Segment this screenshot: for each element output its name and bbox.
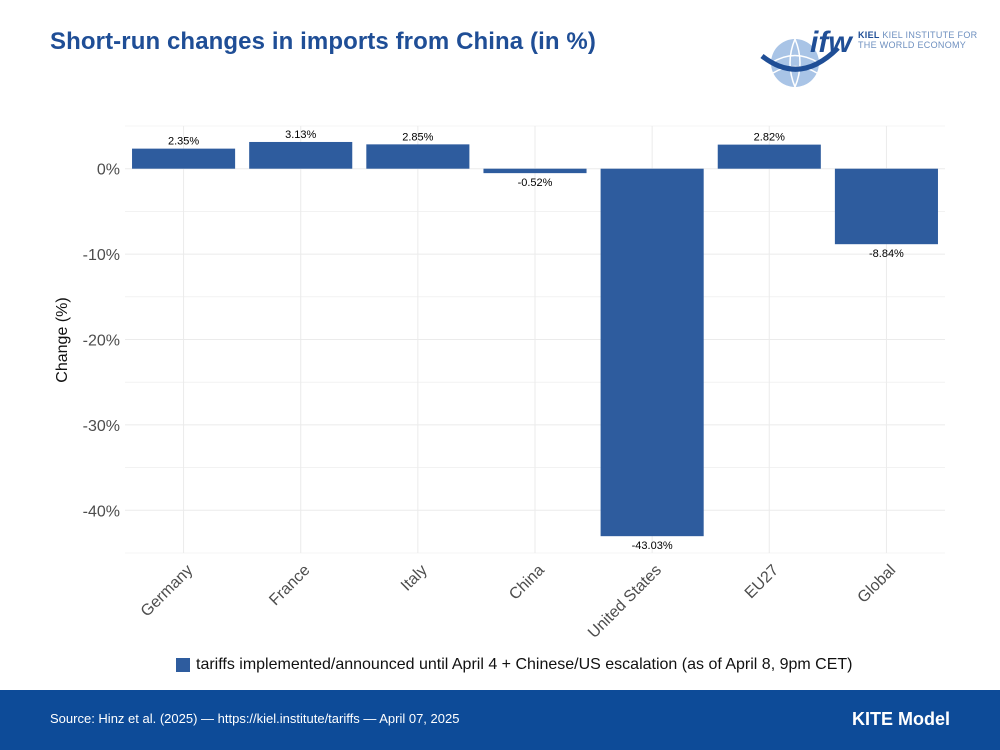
page-title: Short-run changes in imports from China … (50, 28, 596, 55)
x-tick-label: United States (585, 562, 665, 642)
y-tick-label: -10% (83, 247, 120, 264)
data-label: 2.35% (168, 136, 199, 148)
x-tick-label: Italy (398, 562, 431, 595)
y-tick-label: -30% (83, 418, 120, 435)
bar (132, 148, 236, 169)
y-tick-label: 0% (97, 162, 120, 179)
x-axis-ticks: Germany France Italy China United States EU27… (138, 562, 899, 642)
logo-text: KIEL KIEL INSTITUTE FOR THE WORLD ECONOM… (858, 30, 978, 50)
x-tick-label: China (506, 562, 548, 604)
logo-line1: KIEL INSTITUTE FOR (882, 30, 978, 40)
legend: tariffs implemented/announced until Apri… (176, 656, 852, 674)
footer-source: Source: Hinz et al. (2025) — https://kie… (50, 711, 460, 726)
x-tick-label: France (266, 562, 313, 609)
footer: Source: Hinz et al. (2025) — https://kie… (0, 690, 1000, 750)
y-tick-label: -20% (83, 333, 120, 350)
bar (366, 144, 470, 169)
bar (600, 168, 704, 537)
bar (249, 141, 353, 169)
footer-model: KITE Model (852, 709, 950, 729)
bar (483, 168, 587, 174)
logo-line2: THE WORLD ECONOMY (858, 40, 967, 50)
data-label: -8.84% (869, 248, 904, 260)
legend-swatch (176, 658, 190, 672)
y-axis-label: Change (%) (54, 297, 71, 382)
logo-mark: ifw (810, 26, 853, 59)
bar-chart: 0% -10% -20% -30% -40% 2.35% 3.13% 2.85% -0.52%… (54, 125, 945, 642)
x-tick-label: Global (855, 562, 900, 607)
y-tick-label: -40% (83, 503, 120, 520)
bars (132, 141, 938, 537)
data-label: -43.03% (632, 540, 673, 552)
kiel-institute-logo: ifw (760, 26, 853, 88)
data-label: 2.85% (402, 131, 433, 143)
bar (834, 168, 938, 245)
grid-lines (125, 125, 945, 554)
globe-icon (760, 38, 840, 88)
y-axis-ticks: 0% -10% -20% -30% -40% (83, 162, 120, 521)
x-tick-label: Germany (138, 562, 197, 621)
data-label: 3.13% (285, 129, 316, 141)
bar (717, 144, 821, 169)
x-tick-label: EU27 (742, 562, 782, 602)
data-label: 2.82% (754, 132, 785, 144)
data-labels: 2.35% 3.13% 2.85% -0.52% -43.03% 2.82% -8.84% (168, 129, 904, 552)
legend-label: tariffs implemented/announced until Apri… (196, 656, 853, 673)
data-label: -0.52% (518, 177, 553, 189)
